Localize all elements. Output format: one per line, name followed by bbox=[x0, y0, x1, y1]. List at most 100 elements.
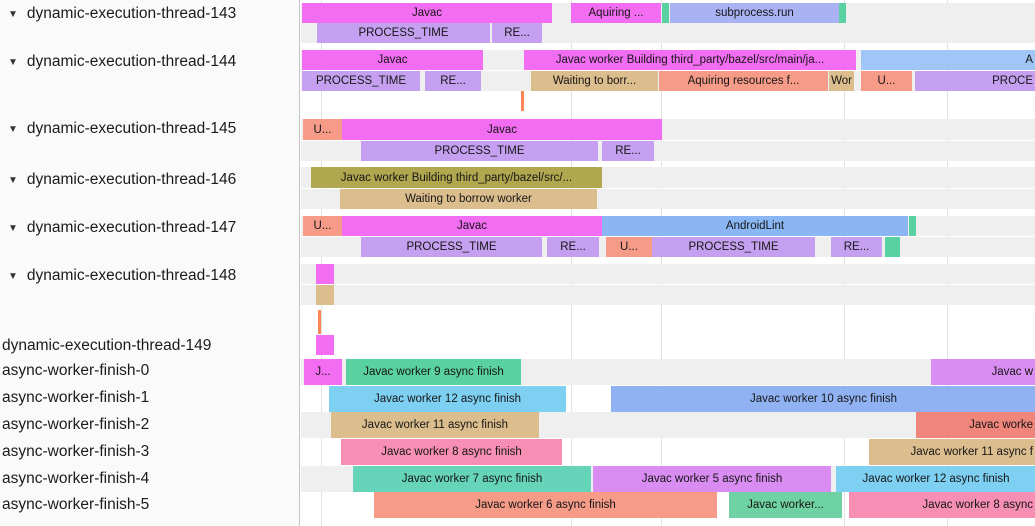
slice[interactable] bbox=[909, 216, 916, 236]
slice[interactable] bbox=[316, 285, 334, 305]
collapse-triangle-icon[interactable]: ▼ bbox=[8, 270, 18, 282]
slice[interactable]: Javac bbox=[342, 119, 662, 140]
slice[interactable]: PROCESS_TIME bbox=[361, 237, 542, 257]
slice[interactable]: PROCESS_TIME bbox=[361, 141, 598, 161]
slice[interactable]: PROCESS_TIME bbox=[302, 71, 420, 91]
track-name: dynamic-execution-thread-149 bbox=[2, 337, 212, 354]
slice[interactable]: Javac worker 12 async finish bbox=[329, 386, 566, 412]
collapse-triangle-icon[interactable]: ▼ bbox=[8, 8, 18, 20]
slice[interactable]: Aquiring resources f... bbox=[659, 71, 828, 91]
slice-label: J... bbox=[315, 366, 331, 378]
slice-label: U... bbox=[877, 75, 896, 87]
collapse-triangle-icon[interactable]: ▼ bbox=[8, 56, 18, 68]
slice[interactable]: RE... bbox=[602, 141, 654, 161]
slice[interactable]: Aquiring ... bbox=[571, 3, 661, 23]
track-label-async-worker-finish-4[interactable]: async-worker-finish-4 bbox=[0, 469, 149, 489]
slice[interactable]: U... bbox=[606, 237, 652, 257]
track-label-dynamic-execution-thread-143[interactable]: ▼ dynamic-execution-thread-143 bbox=[0, 4, 236, 24]
collapse-triangle-icon[interactable]: ▼ bbox=[8, 174, 18, 186]
track-row: PROCESS_TIME RE... U... PROCESS_TIME RE... bbox=[301, 237, 1035, 257]
track-label-async-worker-finish-1[interactable]: async-worker-finish-1 bbox=[0, 388, 149, 408]
slice[interactable]: PROCE bbox=[915, 71, 1035, 91]
slice[interactable]: RE... bbox=[492, 23, 542, 43]
instant-marker[interactable] bbox=[521, 91, 524, 111]
slice[interactable]: Javac worker 5 async finish bbox=[593, 466, 831, 492]
track-name: async-worker-finish-3 bbox=[2, 443, 150, 460]
track-sidebar: ▼ dynamic-execution-thread-143 ▼ dynamic-ex… bbox=[0, 0, 300, 526]
slice[interactable]: Javac worker 10 async finish bbox=[611, 386, 1035, 412]
slice[interactable]: Javac worker 6 async finish bbox=[374, 492, 717, 518]
track-label-async-worker-finish-0[interactable]: async-worker-finish-0 bbox=[0, 361, 149, 381]
slice[interactable]: A bbox=[861, 50, 1035, 70]
slice[interactable]: AndroidLint bbox=[602, 216, 908, 236]
track-name: dynamic-execution-thread-143 bbox=[26, 5, 237, 22]
slice[interactable]: Javac worker... bbox=[729, 492, 842, 518]
timeline-canvas[interactable]: Javac Aquiring ... subprocess.run PROCESS_T… bbox=[301, 0, 1035, 526]
slice[interactable]: U... bbox=[861, 71, 912, 91]
slice[interactable]: U... bbox=[303, 119, 342, 140]
track-row: U... Javac AndroidLint bbox=[301, 216, 1035, 236]
slice[interactable] bbox=[316, 335, 334, 355]
slice[interactable]: PROCESS_TIME bbox=[317, 23, 490, 43]
track-label-dynamic-execution-thread-144[interactable]: ▼ dynamic-execution-thread-144 bbox=[0, 52, 236, 72]
slice-label: PROCESS_TIME bbox=[434, 145, 525, 157]
gridline bbox=[947, 0, 948, 526]
slice[interactable]: Javac worker 7 async finish bbox=[353, 466, 591, 492]
track-name: async-worker-finish-0 bbox=[2, 362, 150, 379]
slice-label: PROCESS_TIME bbox=[358, 27, 449, 39]
slice[interactable]: Wor bbox=[829, 71, 854, 91]
track-label-async-worker-finish-3[interactable]: async-worker-finish-3 bbox=[0, 442, 149, 462]
slice-label: Javac worker 5 async finish bbox=[641, 473, 783, 485]
slice[interactable]: Javac w bbox=[931, 359, 1035, 385]
collapse-triangle-icon[interactable]: ▼ bbox=[8, 123, 18, 135]
gridline bbox=[844, 0, 845, 526]
slice[interactable]: Javac bbox=[342, 216, 602, 236]
slice[interactable]: Javac worker 9 async finish bbox=[346, 359, 521, 385]
track-label-dynamic-execution-thread-149[interactable]: dynamic-execution-thread-149 bbox=[0, 336, 211, 356]
gridline bbox=[571, 0, 572, 526]
track-label-async-worker-finish-5[interactable]: async-worker-finish-5 bbox=[0, 495, 149, 515]
collapse-triangle-icon[interactable]: ▼ bbox=[8, 222, 18, 234]
track-label-async-worker-finish-2[interactable]: async-worker-finish-2 bbox=[0, 415, 149, 435]
slice[interactable]: Javac worker Building third_party/bazel/… bbox=[311, 167, 602, 188]
instant-marker[interactable] bbox=[318, 310, 321, 334]
slice[interactable]: Javac bbox=[302, 3, 552, 23]
gridline bbox=[321, 0, 322, 526]
slice[interactable]: RE... bbox=[831, 237, 882, 257]
slice[interactable]: Javac worker Building third_party/bazel/… bbox=[524, 50, 856, 70]
track-name: dynamic-execution-thread-148 bbox=[26, 267, 237, 284]
slice[interactable]: RE... bbox=[547, 237, 599, 257]
slice[interactable]: Javac worker 12 async finish bbox=[836, 466, 1035, 492]
slice[interactable]: J... bbox=[304, 359, 342, 385]
slice[interactable]: U... bbox=[303, 216, 342, 236]
slice[interactable]: Javac worke bbox=[916, 412, 1035, 438]
slice[interactable] bbox=[316, 264, 334, 284]
slice[interactable]: PROCESS_TIME bbox=[652, 237, 815, 257]
track-row bbox=[301, 285, 1035, 305]
slice[interactable]: Javac bbox=[302, 50, 483, 70]
track-row bbox=[301, 264, 1035, 284]
slice[interactable]: Waiting to borr... bbox=[531, 71, 658, 91]
slice-label: RE... bbox=[440, 75, 466, 87]
slice[interactable]: Javac worker 8 async bbox=[849, 492, 1035, 518]
slice[interactable] bbox=[885, 237, 900, 257]
slice[interactable] bbox=[662, 3, 669, 23]
track-label-dynamic-execution-thread-146[interactable]: ▼ dynamic-execution-thread-146 bbox=[0, 170, 236, 190]
track-label-dynamic-execution-thread-148[interactable]: ▼ dynamic-execution-thread-148 bbox=[0, 266, 236, 286]
slice[interactable]: Waiting to borrow worker bbox=[340, 189, 597, 209]
track-row: Javac worker Building third_party/bazel/… bbox=[301, 167, 1035, 188]
slice-label: Aquiring resources f... bbox=[687, 75, 800, 87]
slice[interactable]: Javac worker 11 async f bbox=[869, 439, 1035, 465]
track-label-dynamic-execution-thread-147[interactable]: ▼ dynamic-execution-thread-147 bbox=[0, 218, 236, 238]
track-row: Javac Javac worker Building third_party/b… bbox=[301, 50, 1035, 70]
slice-label: U... bbox=[313, 123, 332, 136]
slice-label: Wor bbox=[831, 75, 852, 87]
slice[interactable]: Javac worker 11 async finish bbox=[331, 412, 539, 438]
slice[interactable]: RE... bbox=[425, 71, 481, 91]
slice[interactable]: subprocess.run bbox=[670, 3, 839, 23]
track-row: PROCESS_TIME RE... Waiting to borr... Aquir… bbox=[301, 71, 1035, 91]
slice[interactable] bbox=[839, 3, 846, 23]
slice[interactable]: Javac worker 8 async finish bbox=[341, 439, 562, 465]
track-label-dynamic-execution-thread-145[interactable]: ▼ dynamic-execution-thread-145 bbox=[0, 119, 236, 139]
